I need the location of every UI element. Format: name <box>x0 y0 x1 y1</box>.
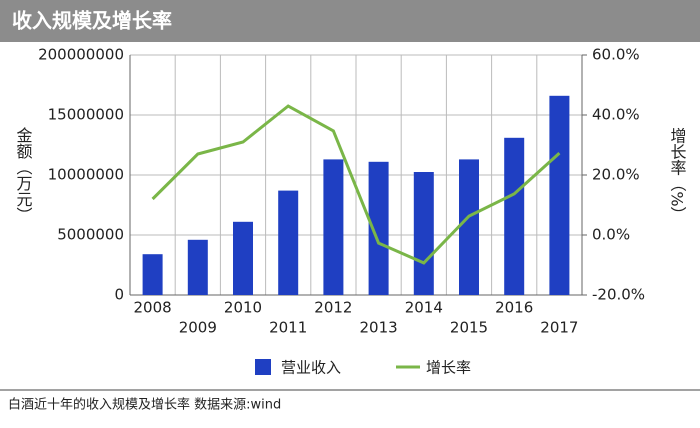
x-tick-label: 2009 <box>179 319 217 337</box>
y2-tick-label: 0.0% <box>592 226 630 244</box>
line <box>151 104 561 265</box>
bar <box>233 221 253 295</box>
bar <box>413 172 434 295</box>
y-tick-label: 0 <box>114 286 124 304</box>
x-tick-label: 2010 <box>224 299 262 317</box>
y-tick-label: 10000000 <box>48 166 124 184</box>
legend-label: 营业收入 <box>281 359 341 377</box>
bar <box>504 137 525 295</box>
x-tick-label: 2016 <box>495 299 533 317</box>
y-tick-label: 5000000 <box>57 226 124 244</box>
y-tick-label: 200000000 <box>38 46 124 64</box>
x-tick-label: 2015 <box>450 319 488 337</box>
bar <box>187 239 208 295</box>
y2-tick-label: -20.0% <box>592 286 645 304</box>
x-tick-label: 2008 <box>134 299 172 317</box>
x-tick-label: 2012 <box>314 299 352 317</box>
legend-swatch <box>255 359 271 375</box>
x-tick-label: 2017 <box>540 319 578 337</box>
legend-label: 增长率 <box>426 359 471 377</box>
title-banner <box>0 0 700 42</box>
bar <box>549 95 570 295</box>
bar <box>323 159 344 295</box>
y2-tick-label: 60.0% <box>592 46 640 64</box>
bar <box>278 190 299 295</box>
caption: 白酒近十年的收入规模及增长率 数据来源:wind <box>8 397 281 413</box>
y2-tick-label: 20.0% <box>592 166 640 184</box>
y-tick-label: 15000000 <box>48 106 124 124</box>
x-tick-label: 2014 <box>405 299 443 317</box>
y-axis-label: 金额（万元） <box>14 127 33 223</box>
bar <box>459 159 479 295</box>
y2-tick-label: 40.0% <box>592 106 640 124</box>
chart-title: 收入规模及增长率 <box>12 9 172 33</box>
bar <box>142 254 163 295</box>
bar <box>368 161 389 295</box>
y2-axis-label: 增长率（%） <box>668 127 687 222</box>
x-tick-label: 2013 <box>360 319 398 337</box>
x-tick-label: 2011 <box>269 319 307 337</box>
